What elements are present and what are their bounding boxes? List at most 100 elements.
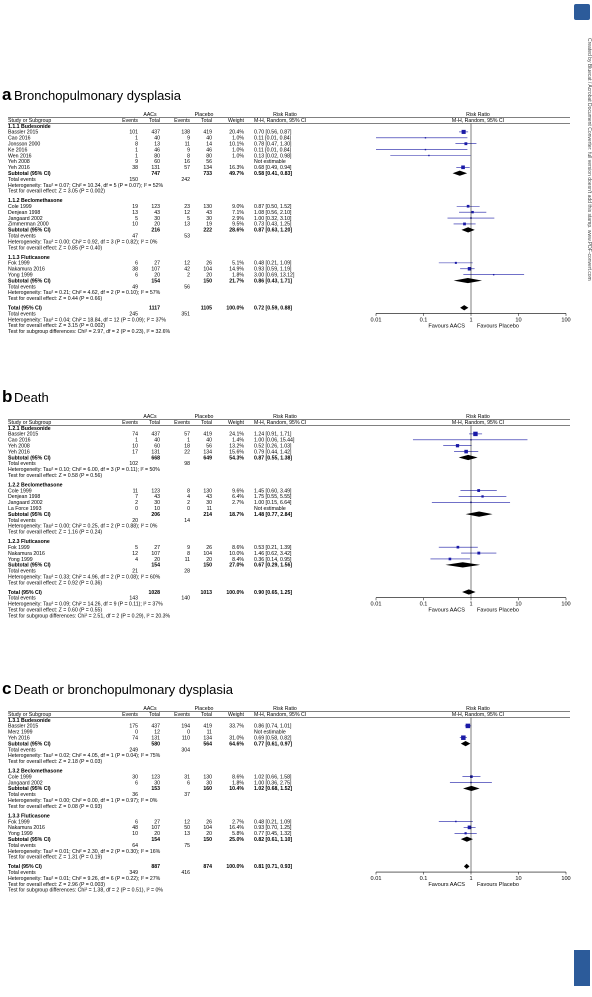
study-estimate-square (466, 204, 470, 208)
events2-cell: 351 (181, 311, 190, 317)
events1-cell: 74 (132, 432, 138, 438)
x-tick-label: 1 (469, 317, 472, 323)
events2-cell: 2 (187, 500, 190, 506)
row-label: Test for overall effect: Z = 2.18 (P = 0… (8, 759, 102, 765)
total2-cell: 222 (203, 228, 212, 234)
events1-cell: 8 (135, 142, 138, 148)
study-name: Yeh 2016 (8, 165, 30, 171)
rr-method-header: M-H, Random, 95% CI (254, 118, 306, 124)
events2-cell: 140 (181, 596, 190, 602)
events1-cell: 101 (129, 130, 138, 136)
row-label: Test for overall effect: Z = 1.31 (P = 0… (8, 855, 102, 861)
events1-cell: 21 (132, 569, 138, 575)
total2-cell: 1105 (201, 306, 212, 312)
study-name: Yong 1999 (8, 557, 33, 563)
weight-cell: 10.0% (229, 551, 244, 557)
total2-cell: 564 (203, 741, 212, 747)
study-header: Study or Subgroup (8, 712, 51, 718)
rr-ci-cell: 0.67 [0.29, 1.56] (254, 563, 292, 569)
rr-ci-cell: 1.00 [0.15, 6.64] (254, 500, 292, 506)
row-label: Subtotal (95% CI) (8, 786, 51, 792)
row-label: Test for overall effect: Z = 0.60 (P = 0… (8, 608, 102, 614)
total1-header: Total (149, 712, 160, 718)
study-name: Bassler 2015 (8, 432, 38, 438)
plot-rr-header: Risk Ratio (466, 414, 490, 420)
study-name: Zimmerman 2000 (8, 222, 49, 228)
events2-cell: 37 (184, 792, 190, 798)
rr-header: Risk Ratio (273, 706, 297, 712)
rr-ci-cell: 0.87 [0.55, 1.38] (254, 455, 292, 461)
pooled-estimate-diamond (460, 741, 471, 747)
row-label: Heterogeneity: Tau² = 0.01; Chi² = 2.30,… (8, 849, 161, 855)
rr-ci-cell: 0.48 [0.21, 1.09] (254, 261, 292, 267)
plot-method-header: M-H, Random, 95% CI (452, 420, 504, 426)
row-label: Heterogeneity: Tau² = 0.09; Chi² = 14.26… (8, 602, 163, 608)
total1-cell: 30 (154, 500, 160, 506)
total2-cell: 26 (206, 545, 212, 551)
total2-cell: 43 (206, 494, 212, 500)
study-name: Merz 1999 (8, 730, 33, 736)
study-name: Nakamura 2016 (8, 551, 45, 557)
plot-rr-header: Risk Ratio (466, 112, 490, 118)
total1-cell: 131 (151, 165, 160, 171)
rr-ci-cell: 1.00 [0.06, 15.44] (254, 438, 295, 444)
events2-cell: 0 (187, 730, 190, 736)
study-name: Cole 1999 (8, 204, 32, 210)
weight-cell: 1.8% (232, 272, 244, 278)
total1-cell: 13 (154, 142, 160, 148)
row-label: Total events (8, 234, 36, 240)
study-name: Cole 1999 (8, 488, 32, 494)
weight-cell: 2.7% (232, 819, 244, 825)
rr-ci-cell: 1.48 [0.77, 2.84] (254, 512, 292, 518)
pooled-estimate-diamond (453, 277, 483, 284)
subgroup-label: 1.3.1 Budesonide (8, 718, 51, 724)
total1-cell: 437 (151, 724, 160, 730)
x-tick-label: 10 (515, 317, 521, 323)
weight-cell: 49.7% (229, 171, 244, 177)
group1-header: AACs (143, 706, 157, 712)
study-estimate-square (477, 551, 481, 555)
x-tick-label: 1 (469, 602, 472, 608)
events2-cell: 57 (184, 165, 190, 171)
pooled-estimate-diamond (463, 785, 480, 792)
total2-cell: 40 (206, 438, 212, 444)
total1-cell: 437 (151, 432, 160, 438)
row-label: Heterogeneity: Tau² = 0.00; Chi² = 0.92,… (8, 239, 158, 245)
weight-cell: 8.4% (232, 557, 244, 563)
study-name: Jonsson 2000 (8, 142, 40, 148)
group2-header: Placebo (195, 414, 214, 420)
total1-cell: 46 (154, 147, 160, 153)
rr-ci-cell: 0.72 [0.59, 0.88] (254, 306, 292, 312)
pooled-estimate-diamond (462, 589, 476, 595)
subgroup-label: 1.3.2 Beclomethasone (8, 769, 63, 775)
study-estimate-square (473, 431, 478, 437)
study-name: Denjean 1998 (8, 210, 40, 216)
row-label: Test for subgroup differences: Chi² = 1.… (8, 888, 163, 894)
events1-cell: 64 (132, 843, 138, 849)
row-label: Heterogeneity: Tau² = 0.04; Chi² = 18.84… (8, 317, 166, 323)
row-label: Test for overall effect: Z = 0.08 (P = 0… (8, 804, 102, 810)
rr-ci-cell: 1.75 [0.55, 5.55] (254, 494, 292, 500)
study-estimate-square (424, 137, 427, 139)
row-label: Heterogeneity: Tau² = 0.10; Chi² = 6.00,… (8, 467, 160, 473)
total1-cell: 107 (151, 551, 160, 557)
total1-cell: 27 (154, 545, 160, 551)
pooled-estimate-diamond (460, 836, 473, 842)
total2-cell: 160 (203, 786, 212, 792)
rr-ci-cell: 0.86 [0.74, 1.01] (254, 724, 292, 730)
events1-cell: 6 (135, 272, 138, 278)
study-estimate-square (455, 444, 460, 448)
x-tick-label: 0.01 (371, 602, 382, 608)
weight-cell: 25.0% (229, 837, 244, 843)
row-label: Heterogeneity: Tau² = 0.21; Chi² = 4.62,… (8, 290, 161, 296)
events2-cell: 16 (184, 159, 190, 165)
row-label: Test for overall effect: Z = 2.96 (P = 0… (8, 882, 105, 888)
rr-ci-cell: 0.73 [0.43, 1.25] (254, 222, 292, 228)
study-estimate-square (461, 735, 466, 740)
subgroup-label: 1.2.3 Fluticasone (8, 539, 50, 545)
weight-header: Weight (228, 712, 245, 718)
study-estimate-square (461, 165, 465, 170)
side-stamp-bar (572, 0, 592, 930)
events1-cell: 10 (132, 222, 138, 228)
study-header: Study or Subgroup (8, 118, 51, 124)
